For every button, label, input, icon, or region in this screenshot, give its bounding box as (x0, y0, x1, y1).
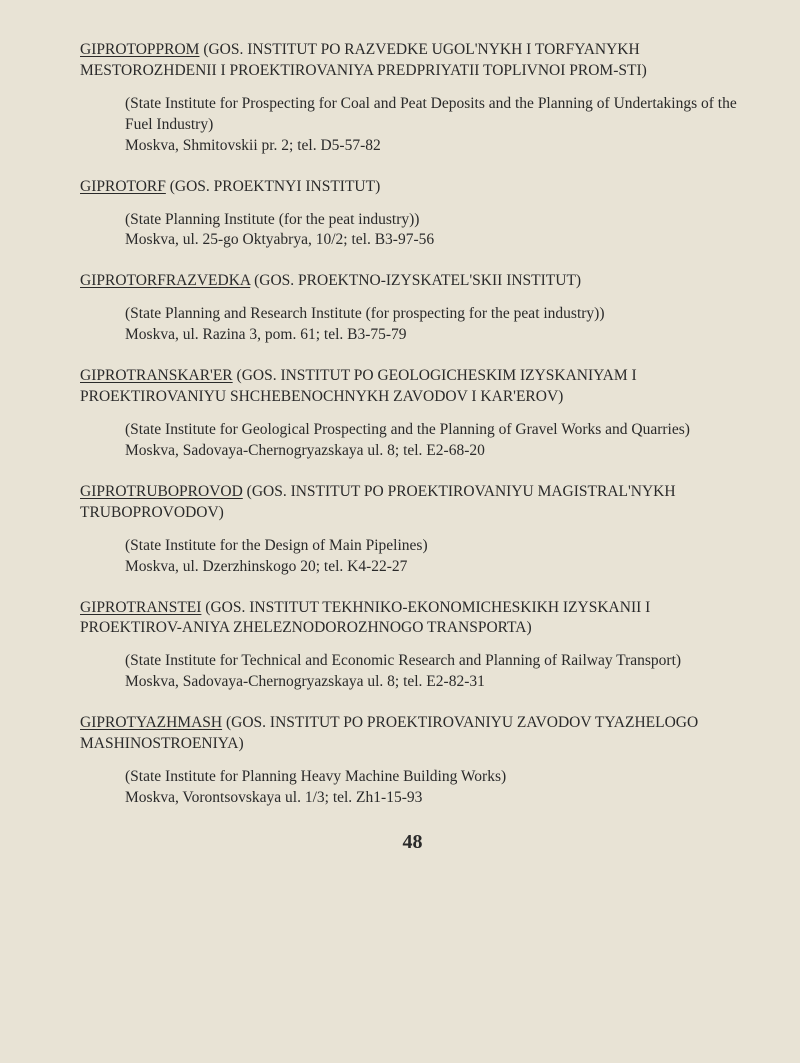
entry-detail-block: (State Institute for Geological Prospect… (80, 420, 745, 462)
entry-detail-block: (State Institute for Technical and Econo… (80, 651, 745, 693)
entry-heading: GIPROTORF (GOS. PROEKTNYI INSTITUT) (80, 177, 745, 198)
entry-detail-line: (State Institute for the Design of Main … (125, 536, 745, 557)
entry-heading: GIPROTYAZHMASH (GOS. INSTITUT PO PROEKTI… (80, 713, 745, 755)
entry-detail-line: (State Institute for Technical and Econo… (125, 651, 745, 672)
directory-entry: GIPROTYAZHMASH (GOS. INSTITUT PO PROEKTI… (80, 713, 745, 809)
entry-detail-line: (State Institute for Planning Heavy Mach… (125, 767, 745, 788)
entry-heading: GIPROTRUBOPROVOD (GOS. INSTITUT PO PROEK… (80, 482, 745, 524)
entry-heading: GIPROTRANSKAR'ER (GOS. INSTITUT PO GEOLO… (80, 366, 745, 408)
entry-detail-line: Moskva, ul. 25-go Oktyabrya, 10/2; tel. … (125, 230, 745, 251)
entry-acronym: GIPROTRANSKAR'ER (80, 367, 233, 384)
directory-entry: GIPROTORFRAZVEDKA (GOS. PROEKTNO-IZYSKAT… (80, 271, 745, 346)
entry-detail-block: (State Institute for Planning Heavy Mach… (80, 767, 745, 809)
entry-detail-line: Moskva, ul. Razina 3, pom. 61; tel. B3-7… (125, 325, 745, 346)
directory-entry: GIPROTRANSKAR'ER (GOS. INSTITUT PO GEOLO… (80, 366, 745, 462)
entry-detail-line: (State Institute for Geological Prospect… (125, 420, 745, 441)
directory-entry: GIPROTRANSTEI (GOS. INSTITUT TEKHNIKO-EK… (80, 598, 745, 694)
entry-detail-line: (State Planning Institute (for the peat … (125, 210, 745, 231)
entry-detail-line: (State Institute for Prospecting for Coa… (125, 94, 745, 136)
entries-container: GIPROTOPPROM (GOS. INSTITUT PO RAZVEDKE … (80, 40, 745, 809)
entry-detail-block: (State Planning and Research Institute (… (80, 304, 745, 346)
entry-acronym: GIPROTOPPROM (80, 41, 199, 58)
entry-detail-line: Moskva, Sadovaya-Chernogryazskaya ul. 8;… (125, 441, 745, 462)
entry-heading: GIPROTORFRAZVEDKA (GOS. PROEKTNO-IZYSKAT… (80, 271, 745, 292)
entry-detail-line: Moskva, Shmitovskii pr. 2; tel. D5-57-82 (125, 136, 745, 157)
entry-acronym: GIPROTORF (80, 178, 166, 195)
entry-detail-block: (State Planning Institute (for the peat … (80, 210, 745, 252)
entry-fullname: (GOS. PROEKTNYI INSTITUT) (166, 178, 380, 195)
directory-entry: GIPROTOPPROM (GOS. INSTITUT PO RAZVEDKE … (80, 40, 745, 157)
entry-acronym: GIPROTRUBOPROVOD (80, 483, 243, 500)
entry-detail-line: Moskva, ul. Dzerzhinskogo 20; tel. K4-22… (125, 557, 745, 578)
entry-acronym: GIPROTRANSTEI (80, 599, 201, 616)
entry-detail-line: Moskva, Vorontsovskaya ul. 1/3; tel. Zh1… (125, 788, 745, 809)
entry-detail-line: (State Planning and Research Institute (… (125, 304, 745, 325)
entry-fullname: (GOS. PROEKTNO-IZYSKATEL'SKII INSTITUT) (250, 272, 581, 289)
entry-acronym: GIPROTORFRAZVEDKA (80, 272, 250, 289)
directory-entry: GIPROTORF (GOS. PROEKTNYI INSTITUT) (Stat… (80, 177, 745, 252)
entry-detail-line: Moskva, Sadovaya-Chernogryazskaya ul. 8;… (125, 672, 745, 693)
entry-detail-block: (State Institute for the Design of Main … (80, 536, 745, 578)
entry-heading: GIPROTOPPROM (GOS. INSTITUT PO RAZVEDKE … (80, 40, 745, 82)
entry-detail-block: (State Institute for Prospecting for Coa… (80, 94, 745, 157)
entry-heading: GIPROTRANSTEI (GOS. INSTITUT TEKHNIKO-EK… (80, 598, 745, 640)
page-number: 48 (80, 829, 745, 856)
entry-acronym: GIPROTYAZHMASH (80, 714, 222, 731)
directory-entry: GIPROTRUBOPROVOD (GOS. INSTITUT PO PROEK… (80, 482, 745, 578)
